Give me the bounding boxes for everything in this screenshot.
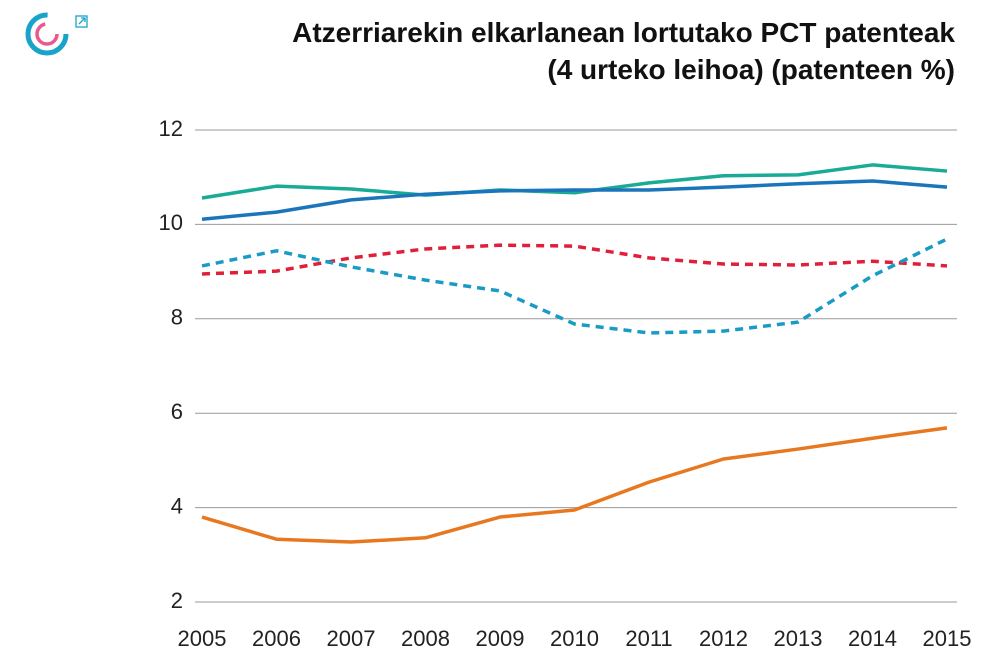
y-tick-label: 10 [159, 210, 183, 235]
x-tick-label: 2009 [476, 626, 525, 651]
y-tick-label: 8 [171, 305, 183, 330]
x-tick-label: 2005 [178, 626, 227, 651]
chart-title: Atzerriarekin elkarlanean lortutako PCT … [275, 14, 955, 88]
y-tick-label: 4 [171, 493, 183, 518]
logo [28, 15, 87, 53]
x-tick-label: 2011 [625, 626, 672, 651]
x-tick-label: 2013 [774, 626, 823, 651]
series-line [202, 428, 947, 542]
y-tick-label: 12 [159, 116, 183, 141]
x-tick-label: 2007 [327, 626, 376, 651]
x-tick-label: 2014 [848, 626, 897, 651]
y-tick-label: 2 [171, 588, 183, 613]
x-tick-label: 2006 [252, 626, 301, 651]
x-tick-label: 2012 [699, 626, 748, 651]
x-tick-label: 2015 [923, 626, 972, 651]
y-tick-label: 6 [171, 399, 183, 424]
x-tick-label: 2008 [401, 626, 450, 651]
x-tick-label: 2010 [550, 626, 599, 651]
